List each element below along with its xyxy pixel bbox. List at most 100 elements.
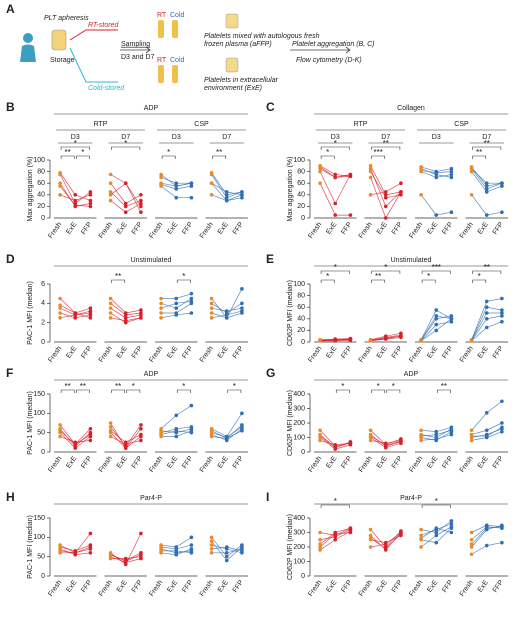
donor-point: [318, 338, 322, 343]
schematic: A PLT apheresis Storage RT-stored Cold-s…: [6, 2, 375, 92]
significance-label: *: [182, 382, 185, 391]
donor-point: [419, 338, 423, 343]
donor-point: [58, 311, 62, 315]
donor-point: [174, 434, 179, 439]
significance-bracket: [386, 389, 401, 393]
label: RT-stored: [88, 22, 119, 29]
donor-point: [434, 308, 439, 312]
y-axis-label: CD62P MFI (median): [287, 514, 294, 580]
donor-point: [159, 301, 163, 306]
donor-point: [348, 529, 353, 533]
donor-point: [500, 540, 504, 545]
donor-point: [240, 547, 244, 551]
donor-point: [368, 169, 373, 174]
donor-point: [318, 428, 322, 433]
donor-point: [449, 210, 454, 214]
x-tick-label: ExE: [426, 455, 439, 470]
donor-point: [139, 438, 143, 443]
donor-point: [333, 445, 338, 450]
donor-point: [159, 182, 163, 187]
donor-point: [159, 549, 163, 553]
x-tick-label: Fresh: [307, 455, 323, 474]
donor-point: [88, 190, 93, 194]
donor-point: [500, 184, 504, 188]
donor-point: [368, 164, 373, 168]
donor-point: [139, 308, 143, 312]
donor-point: [348, 213, 353, 217]
donor-point: [500, 181, 504, 185]
donor-point: [159, 311, 163, 315]
significance-label: **: [375, 272, 381, 281]
significance-label: *: [478, 272, 481, 281]
significance-bracket: [421, 279, 436, 283]
significance-bracket: [371, 155, 386, 159]
donor-point: [449, 175, 454, 180]
x-tick-label: Fresh: [459, 579, 475, 598]
donor-point: [434, 526, 439, 530]
donor-point: [209, 296, 214, 301]
day-label: D7: [222, 134, 231, 141]
donor-point: [318, 537, 322, 542]
significance-bracket: [320, 279, 335, 283]
x-tick-label: FFP: [391, 345, 405, 360]
significance-label: *: [124, 139, 127, 148]
donor-point: [240, 195, 244, 200]
donor-point: [88, 432, 93, 437]
donor-point: [434, 540, 439, 545]
day-label: D3: [331, 134, 340, 141]
donor-point: [383, 216, 388, 220]
x-tick-label: FFP: [441, 579, 455, 594]
x-tick-label: FFP: [181, 579, 195, 594]
donor-point: [108, 556, 113, 561]
x-tick-label: Fresh: [199, 345, 215, 364]
donor-point: [108, 306, 113, 310]
x-tick-label: ExE: [426, 345, 439, 360]
x-tick-label: ExE: [166, 455, 179, 470]
x-tick-label: ExE: [376, 221, 389, 236]
panel-letter: E: [266, 252, 274, 266]
donor-point: [419, 434, 423, 438]
donor-point: [88, 551, 93, 555]
donor-point: [189, 181, 194, 185]
donor-point: [419, 545, 423, 549]
y-tick-label: 4: [41, 300, 45, 307]
significance-bracket: [111, 279, 126, 283]
tube-icon: [158, 20, 164, 38]
donor-point: [368, 527, 373, 532]
donor-point: [469, 169, 474, 174]
donor-point: [469, 530, 474, 535]
donor-point: [383, 195, 388, 200]
significance-bracket: [75, 155, 90, 159]
x-tick-label: Fresh: [98, 579, 114, 598]
donor-point: [318, 545, 322, 549]
donor-point: [469, 537, 474, 542]
x-tick-label: ExE: [477, 221, 490, 236]
donor-point: [449, 432, 454, 437]
donor-line: [110, 182, 142, 204]
donor-point: [469, 434, 474, 438]
donor-line: [471, 194, 502, 216]
donor-point: [159, 316, 163, 320]
donor-point: [123, 556, 128, 561]
donor-point: [108, 181, 113, 185]
donor-point: [174, 184, 179, 188]
donor-point: [484, 317, 489, 321]
donor-icon: [23, 33, 33, 43]
panel-letter: H: [6, 490, 15, 504]
donor-point: [58, 316, 62, 320]
donor-point: [434, 530, 439, 535]
label: frozen plasma (aFFP): [204, 41, 272, 48]
y-tick-label: 50: [37, 554, 45, 561]
donor-point: [449, 319, 454, 324]
donor-point: [108, 172, 113, 177]
y-tick-label: 80: [297, 292, 305, 299]
storage-label: RTP: [354, 121, 368, 128]
donor-line: [471, 168, 502, 184]
donor-point: [469, 552, 474, 557]
donor-point: [240, 309, 244, 313]
donor-point: [224, 547, 229, 551]
day-label: D7: [381, 134, 390, 141]
significance-label: **: [484, 263, 490, 272]
donor-point: [484, 325, 489, 330]
y-tick-label: 0: [301, 339, 305, 346]
